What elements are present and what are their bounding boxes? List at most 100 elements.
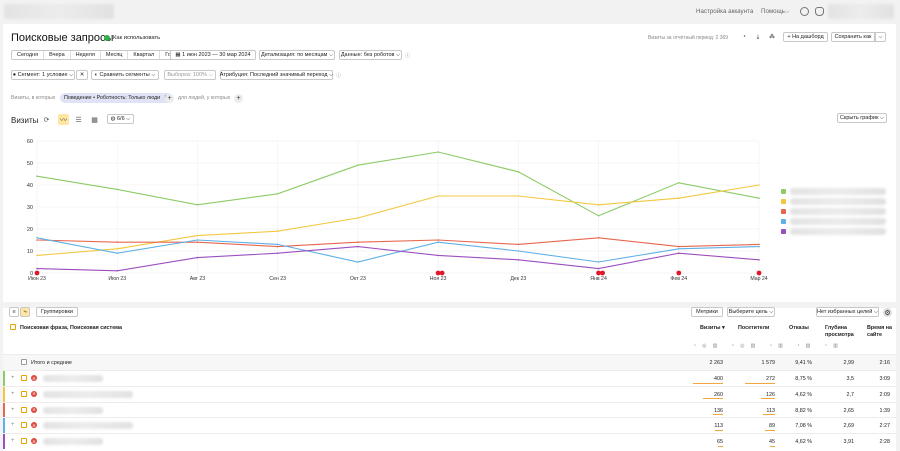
data-mode-dropdown[interactable]: Данные: без роботов ⌵ xyxy=(339,50,402,60)
segment-dropdown[interactable]: ● Сегмент: 1 условие ⌵ xyxy=(11,70,75,80)
legend-swatch xyxy=(781,198,786,204)
totals-row: Итого и средние 2 263 1 579 9,41 % 2,99 … xyxy=(3,354,896,370)
user-account[interactable] xyxy=(828,4,894,19)
annotation-marker xyxy=(439,270,445,276)
data-point xyxy=(597,261,600,263)
period-year[interactable]: Год xyxy=(160,51,179,59)
row-checkbox[interactable] xyxy=(21,438,27,445)
expand-icon[interactable]: + xyxy=(11,438,15,445)
page-title: Поисковые запросы xyxy=(11,32,114,44)
chart-title: Визиты xyxy=(11,116,39,125)
visitors-bar xyxy=(770,445,775,447)
add-to-dashboard-button[interactable]: + На дашборд xyxy=(783,32,828,42)
data-point xyxy=(116,188,119,191)
legend-item[interactable] xyxy=(781,216,886,226)
help-menu[interactable]: Помощь xyxy=(761,8,785,15)
groupings-button[interactable]: Группировки xyxy=(36,307,78,317)
period-week[interactable]: Неделя xyxy=(70,51,101,59)
add-visit-filter-button[interactable]: + xyxy=(165,94,174,103)
account-settings-link[interactable]: Настройка аккаунта xyxy=(696,8,754,15)
sample-dropdown[interactable]: Выборка: 100% ⌵ xyxy=(164,70,216,80)
series-count-dropdown[interactable]: ◍ 6/6 ⌵ xyxy=(107,114,134,124)
add-people-filter-button[interactable]: + xyxy=(234,94,243,103)
hide-chart-button[interactable]: Скрыть график ⌵ xyxy=(837,113,887,123)
line-chart-icon[interactable]: 〰 xyxy=(58,114,69,125)
column-tools[interactable]: ◔◎▥ ◔◎▥ ◔▥ ◔▥ ◔▥ xyxy=(693,343,844,349)
list-view-icon[interactable]: ≡ xyxy=(9,307,19,317)
column-visitors[interactable]: Посетители xyxy=(738,325,770,331)
settings-icon[interactable]: ⚙ xyxy=(883,308,892,317)
attribution-dropdown[interactable]: Атрибуция: Последний значимый переход ⌵ xyxy=(219,70,334,80)
table-row[interactable]: + Я 65 45 4,62 % 3,91 2:28 xyxy=(3,433,896,450)
legend-item[interactable] xyxy=(781,206,886,216)
bell-icon[interactable] xyxy=(815,7,824,16)
tree-view-icon[interactable]: ⤷ xyxy=(20,307,30,317)
expand-icon[interactable]: + xyxy=(11,422,15,429)
y-tick-label: 40 xyxy=(27,183,33,189)
compare-icon: ◐ xyxy=(94,72,100,78)
row-cell: 3:09 xyxy=(879,376,891,382)
period-quarter[interactable]: Квартал xyxy=(128,51,161,59)
favorite-goals-dropdown[interactable]: Нет избранных целей ⌵ xyxy=(816,307,879,317)
detail-dropdown[interactable]: Детализация: по месяцам ⌵ xyxy=(259,50,335,60)
row-checkbox[interactable] xyxy=(21,375,27,381)
save-as-button[interactable]: Сохранить как xyxy=(831,32,875,42)
period-yesterday[interactable]: Вчера xyxy=(44,51,71,59)
search-engine-icon: Я xyxy=(31,422,37,429)
clock-icon[interactable]: ◔ xyxy=(739,32,749,42)
legend-item[interactable] xyxy=(781,196,886,206)
period-month[interactable]: Месяц xyxy=(100,51,129,59)
table-row[interactable]: + Я 136 113 8,82 % 2,65 1:39 xyxy=(3,401,896,418)
behavior-filter-chip[interactable]: Поведение • Роботность: Только люди✕ xyxy=(60,93,173,103)
search-engine-icon: Я xyxy=(31,375,37,381)
data-point xyxy=(357,261,359,263)
search-phrase[interactable] xyxy=(43,422,133,430)
search-phrase[interactable] xyxy=(43,390,133,398)
share-icon[interactable]: ⁂ xyxy=(767,32,777,42)
legend-label xyxy=(790,227,886,235)
legend-item[interactable] xyxy=(781,226,886,236)
row-color-stripe xyxy=(3,371,5,386)
choose-goal-dropdown[interactable]: Выберите цель ⌵ xyxy=(727,307,775,317)
row-checkbox[interactable] xyxy=(21,390,27,397)
data-point xyxy=(36,254,38,257)
download-icon[interactable]: ⤓ xyxy=(753,32,763,42)
data-point xyxy=(758,243,760,246)
period-today[interactable]: Сегодня xyxy=(12,51,45,59)
legend-item[interactable] xyxy=(781,186,886,196)
select-all-checkbox[interactable] xyxy=(10,324,16,330)
totals-checkbox[interactable] xyxy=(21,359,27,365)
data-point xyxy=(437,151,439,153)
row-checkbox[interactable] xyxy=(21,406,27,413)
bar-chart-icon[interactable]: ☰ xyxy=(75,116,82,124)
search-phrase[interactable] xyxy=(43,438,103,446)
expand-icon[interactable]: + xyxy=(11,406,15,413)
series-line xyxy=(36,151,760,217)
how-to-use-link[interactable]: Как использовать xyxy=(104,35,160,41)
date-range-picker[interactable]: ▦ 1 июн 2023 — 30 мар 2024 xyxy=(170,50,256,60)
search-phrase[interactable] xyxy=(43,375,103,382)
column-depth[interactable]: Глубина просмотра xyxy=(825,325,854,338)
expand-icon[interactable]: + xyxy=(11,390,15,397)
search-phrase[interactable] xyxy=(43,406,103,414)
refresh-icon[interactable]: ⟳ xyxy=(43,116,50,124)
clear-segment-button[interactable]: ✕ xyxy=(76,70,88,80)
column-bounces[interactable]: Отказы xyxy=(789,325,809,331)
table-row[interactable]: + Я 400 272 8,75 % 3,5 3:09 xyxy=(3,370,896,386)
x-tick-label: Фев 24 xyxy=(670,276,687,282)
table-row[interactable]: + Я 113 89 7,08 % 2,69 2:27 xyxy=(3,417,896,434)
column-visits[interactable]: Визиты ▾ xyxy=(700,325,725,331)
chat-icon[interactable] xyxy=(800,7,809,16)
data-point xyxy=(357,217,359,219)
compare-segments-dropdown[interactable]: ◐ Сравнить сегменты ⌵ xyxy=(91,70,159,80)
metrics-button[interactable]: Метрики xyxy=(691,307,723,317)
expand-icon[interactable]: + xyxy=(11,375,15,381)
row-checkbox[interactable] xyxy=(21,422,27,429)
table-chart-icon[interactable]: ▦ xyxy=(91,116,98,124)
save-options-dropdown[interactable]: ⌵ xyxy=(875,32,886,42)
column-time[interactable]: Время на сайте xyxy=(867,325,892,338)
legend-swatch xyxy=(781,228,786,234)
visitors-bar xyxy=(761,398,775,400)
row-cell: 8,75 % xyxy=(795,376,812,382)
table-row[interactable]: + Я 260 126 4,62 % 2,7 2:09 xyxy=(3,385,896,402)
